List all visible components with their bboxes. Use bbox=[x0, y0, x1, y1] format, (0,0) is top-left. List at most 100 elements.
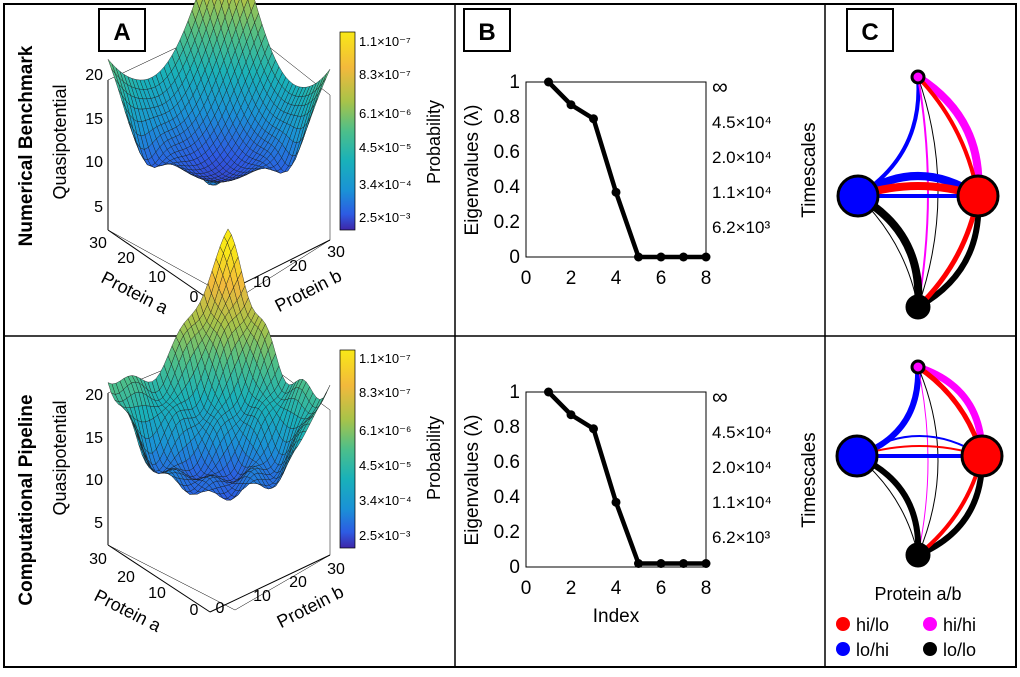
y-tick-0-6: 0.6 bbox=[494, 452, 520, 473]
y-tick-0-8: 0.8 bbox=[494, 107, 520, 128]
row-label-pipeline: Computational Pipeline bbox=[16, 394, 37, 605]
surface-b-axis bbox=[209, 554, 331, 613]
y2-tick-6-2e3: 6.2×10³ bbox=[712, 528, 770, 547]
eigenvalue-series bbox=[544, 77, 711, 262]
z-axis-label: Quasipotential bbox=[50, 84, 70, 199]
eigenvalue-point bbox=[611, 497, 621, 507]
b-tick-10: 10 bbox=[253, 588, 271, 605]
panel-label-b: B bbox=[463, 8, 511, 52]
x-tick-4: 4 bbox=[611, 268, 622, 289]
eigenvalue-point bbox=[701, 252, 711, 262]
edge-hi-hi-to-lo-lo bbox=[917, 76, 929, 308]
transition-network-pipeline bbox=[835, 359, 1004, 568]
surface-cell bbox=[199, 0, 208, 20]
legend-swatch-lo-hi bbox=[836, 642, 850, 656]
y2-tick-4-5e4: 4.5×10⁴ bbox=[712, 423, 772, 442]
y2-tick-2-0e4: 2.0×10⁴ bbox=[712, 148, 772, 167]
a-tick-20: 20 bbox=[117, 250, 135, 267]
y2-axis-label: Timescales bbox=[799, 432, 820, 527]
row-label-benchmark: Numerical Benchmark bbox=[16, 45, 37, 246]
panel-label-a: A bbox=[98, 8, 146, 52]
surface-cell bbox=[191, 0, 200, 21]
x-tick-6: 6 bbox=[656, 578, 667, 599]
cb-tick-4: 3.4×10⁻⁴ bbox=[359, 493, 412, 508]
y2-tick-1-1e4: 1.1×10⁴ bbox=[712, 183, 772, 202]
surface-plot-benchmark: 20 15 10 5 Quasipotential 30 20 10 0 Pro… bbox=[50, 0, 444, 318]
node-hi-hi bbox=[910, 359, 926, 375]
y2-tick-2-0e4: 2.0×10⁴ bbox=[712, 458, 772, 477]
cb-tick-1: 8.3×10⁻⁷ bbox=[359, 67, 411, 82]
y-tick-1: 1 bbox=[509, 382, 520, 403]
y-ticks: 0 0.2 0.4 0.6 0.8 1 bbox=[494, 72, 521, 268]
surface-cell bbox=[247, 0, 256, 12]
node-hi-hi bbox=[910, 69, 926, 85]
z-tick-20: 20 bbox=[85, 67, 103, 84]
x-tick-4: 4 bbox=[611, 578, 622, 599]
surface-cell bbox=[241, 0, 248, 10]
x-axis-label: Index bbox=[593, 606, 640, 627]
a-tick-30: 30 bbox=[89, 551, 107, 568]
a-tick-30: 30 bbox=[89, 235, 107, 252]
legend-label-lo-lo: lo/lo bbox=[943, 640, 976, 660]
cb-tick-0: 1.1×10⁻⁷ bbox=[359, 351, 411, 366]
b-tick-20: 20 bbox=[289, 258, 307, 275]
surface-cell bbox=[196, 0, 203, 10]
node-lo-hi bbox=[835, 434, 879, 478]
y-tick-0: 0 bbox=[509, 557, 520, 578]
y2-tick-4-5e4: 4.5×10⁴ bbox=[712, 113, 772, 132]
colorbar bbox=[339, 349, 356, 549]
surface-cell bbox=[219, 0, 224, 7]
z-tick-20: 20 bbox=[85, 387, 103, 404]
legend-swatch-hi-hi bbox=[923, 617, 937, 631]
legend-swatch-hi-lo bbox=[836, 617, 850, 631]
node-hi-lo bbox=[956, 174, 1000, 218]
x-tick-0: 0 bbox=[521, 268, 532, 289]
surface-cell bbox=[223, 228, 232, 243]
eigenvalue-point bbox=[701, 559, 711, 568]
eigenvalue-point bbox=[589, 114, 598, 124]
edge-hi-hi-to-lo-lo bbox=[917, 366, 939, 556]
y-axis-label: Eigenvalues (λ) bbox=[462, 415, 483, 546]
z-tick-10: 10 bbox=[85, 472, 103, 489]
surface-cell bbox=[226, 0, 232, 7]
panel-label-b-text: B bbox=[478, 19, 495, 46]
cb-tick-2: 6.1×10⁻⁶ bbox=[359, 423, 411, 438]
cb-tick-5: 2.5×10⁻³ bbox=[359, 210, 411, 225]
x-ticks: 0 2 4 6 8 bbox=[521, 268, 712, 289]
surface-cell bbox=[204, 0, 210, 8]
y-ticks: 0 0.2 0.4 0.6 0.8 1 bbox=[494, 382, 521, 578]
cb-tick-0: 1.1×10⁻⁷ bbox=[359, 34, 411, 49]
colorbar-label: Probability bbox=[424, 416, 444, 500]
surface-a-axis bbox=[107, 544, 211, 613]
y-tick-1: 1 bbox=[509, 72, 520, 93]
legend-label-hi-hi: hi/hi bbox=[943, 615, 976, 635]
x-tick-8: 8 bbox=[701, 268, 712, 289]
y2-axis-label: Timescales bbox=[799, 122, 820, 217]
b-tick-10: 10 bbox=[253, 274, 271, 291]
cb-tick-4: 3.4×10⁻⁴ bbox=[359, 177, 412, 192]
z-tick-5: 5 bbox=[94, 515, 103, 532]
x-tick-0: 0 bbox=[521, 578, 532, 599]
a-tick-20: 20 bbox=[117, 569, 135, 586]
x-tick-8: 8 bbox=[701, 578, 712, 599]
cb-tick-3: 4.5×10⁻⁵ bbox=[359, 458, 411, 473]
eigenvalue-point bbox=[634, 252, 643, 262]
legend-swatch-lo-lo bbox=[923, 642, 937, 656]
eigenvalue-plot-pipeline: 0 0.2 0.4 0.6 0.8 1 0 2 4 6 8 Index Eige… bbox=[462, 382, 820, 627]
x-tick-2: 2 bbox=[566, 268, 577, 289]
y-tick-0-2: 0.2 bbox=[494, 212, 520, 233]
colorbar-label: Probability bbox=[424, 100, 444, 184]
b-tick-0: 0 bbox=[216, 600, 225, 617]
y-tick-0-8: 0.8 bbox=[494, 417, 520, 438]
panel-label-c-text: C bbox=[861, 19, 878, 46]
a-tick-10: 10 bbox=[148, 585, 166, 602]
panel-label-a-text: A bbox=[113, 19, 130, 46]
surface-cell bbox=[213, 0, 222, 18]
edge-hi-hi-to-lo-lo bbox=[917, 366, 929, 556]
x-tick-6: 6 bbox=[656, 268, 667, 289]
legend: Protein a/b hi/lo hi/hi lo/hi lo/lo bbox=[836, 584, 976, 660]
node-lo-lo bbox=[905, 542, 931, 568]
a-tick-0: 0 bbox=[190, 602, 199, 619]
eigenvalue-point bbox=[679, 559, 688, 568]
x-tick-2: 2 bbox=[566, 578, 577, 599]
